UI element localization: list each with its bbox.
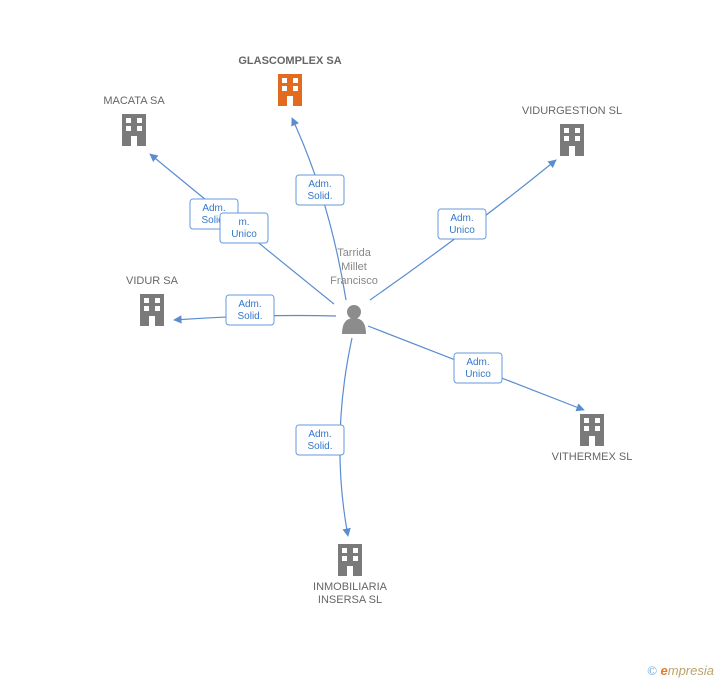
copyright-symbol: © [647,663,657,678]
edge-label-text-vithermex: Adm. [466,357,489,368]
node-label-insersa: INSERSA SL [318,594,382,606]
footer-credit: © empresia [647,663,714,679]
edge-label-text-vidurgestion: Unico [449,225,475,236]
center-person-label: Millet [341,261,367,273]
node-label-vidur: VIDUR SA [126,275,179,287]
node-label-glascomplex: GLASCOMPLEX SA [238,55,341,67]
edge-label-text-vidur: Adm. [238,299,261,310]
edge-glascomplex [292,118,346,300]
building-icon [580,414,604,446]
node-vithermex[interactable]: VITHERMEX SL [552,414,633,463]
node-vidurgestion[interactable]: VIDURGESTION SL [522,105,622,156]
edge-label2-text-macata: Unico [231,229,257,240]
building-icon [560,124,584,156]
edge-label-text-insersa: Adm. [308,429,331,440]
node-label-macata: MACATA SA [103,95,165,107]
building-icon [122,114,146,146]
edge-label-text-glascomplex: Adm. [308,179,331,190]
edge-label-text-macata: Adm. [202,203,225,214]
node-label-vithermex: VITHERMEX SL [552,451,633,463]
node-macata[interactable]: MACATA SA [103,95,165,146]
edge-label-text-vidurgestion: Adm. [450,213,473,224]
building-icon [338,544,362,576]
center-person-label: Tarrida [337,247,372,259]
edge-label-text-vidur: Solid. [237,311,262,322]
node-insersa[interactable]: INMOBILIARIAINSERSA SL [313,544,388,606]
edge-label-text-insersa: Solid. [307,441,332,452]
edge-label-text-glascomplex: Solid. [307,191,332,202]
person-icon [342,305,366,334]
building-icon [140,294,164,326]
building-icon [278,74,302,106]
node-vidur[interactable]: VIDUR SA [126,275,179,326]
node-label-vidurgestion: VIDURGESTION SL [522,105,622,117]
node-label-insersa: INMOBILIARIA [313,581,388,593]
center-person-label: Francisco [330,275,378,287]
brand-e: e [661,663,668,678]
brand-rest: mpresia [668,663,714,678]
edge-label2-text-macata: m. [238,217,249,228]
center-person[interactable]: Tarrida Millet Francisco [330,247,378,334]
edge-label-text-vithermex: Unico [465,369,491,380]
node-glascomplex[interactable]: GLASCOMPLEX SA [238,55,341,106]
